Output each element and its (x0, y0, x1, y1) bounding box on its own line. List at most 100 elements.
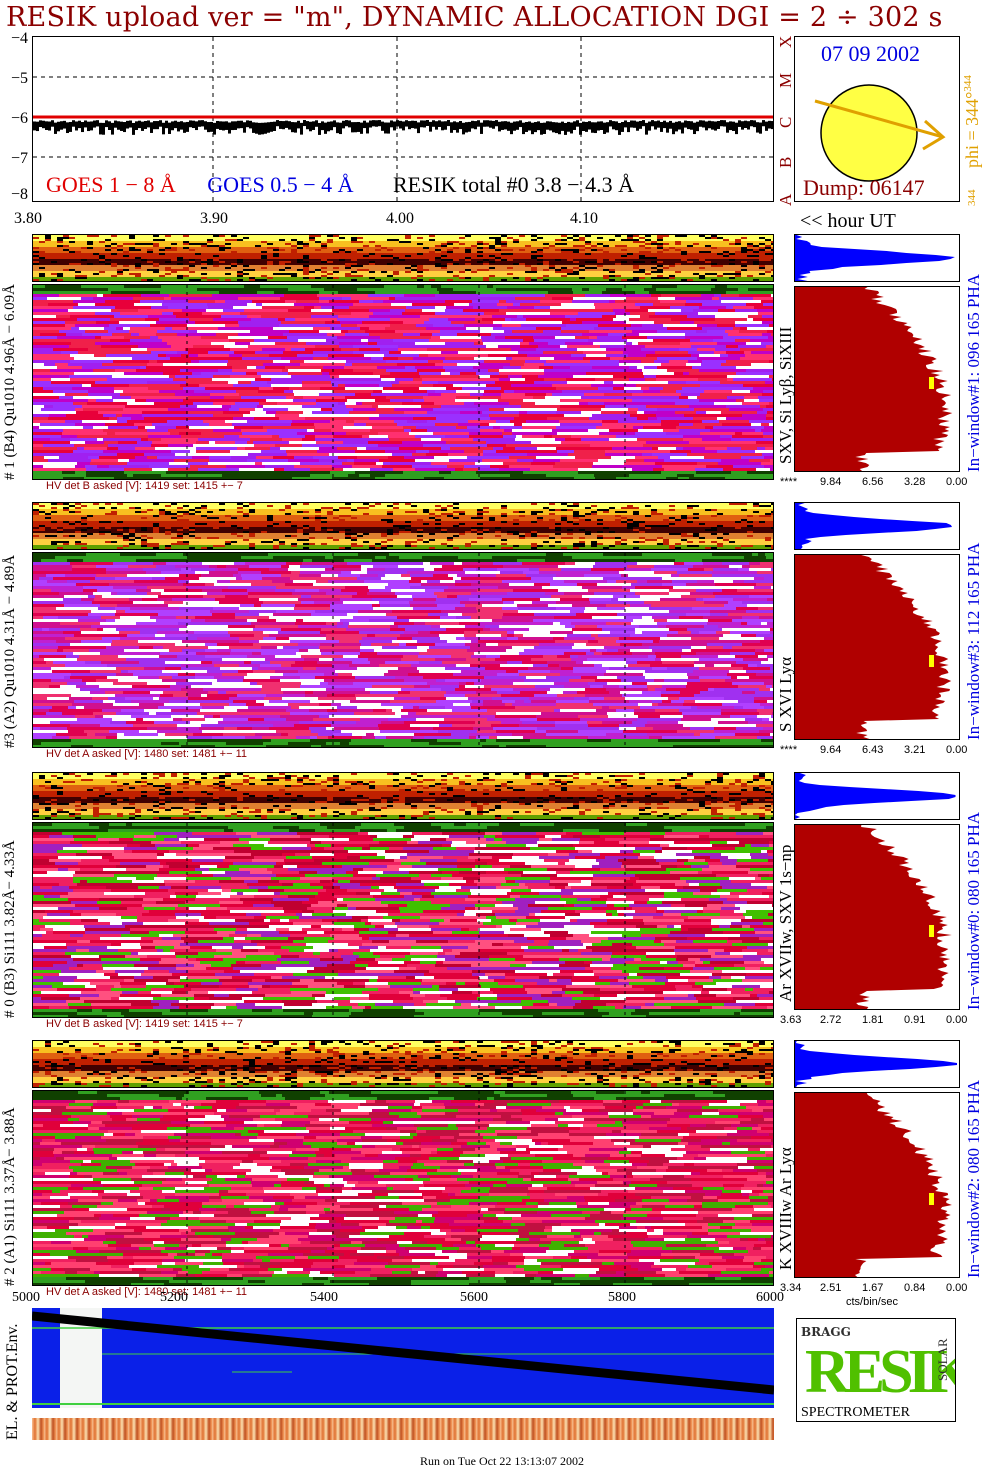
channel-line-label: K XVIIIw Ar Lyα (776, 1147, 795, 1270)
goes-class-letters: X M C B A (776, 30, 795, 210)
pha-top-histogram (795, 503, 952, 549)
channel-left-label: # 1 (B4) Qu1010 4.96Å − 6.09Å (2, 284, 18, 480)
pha-tick: 3.63 (780, 1014, 802, 1026)
footer-run-date: Run on Tue Oct 22 13:13:07 2002 (419, 1454, 584, 1468)
phi-sup: 344 (962, 75, 974, 92)
pha-histogram (795, 287, 953, 471)
class-letter: C (776, 116, 795, 128)
pha-tick: 6.56 (862, 476, 884, 488)
channel-line-label: S XVI Lyα (776, 656, 795, 732)
pha-histogram (795, 825, 952, 1009)
legend-resik: RESIK total #0 3.8 − 4.3 Å (393, 172, 634, 197)
pha-top-histogram (795, 235, 955, 281)
channel-line-label: Ar XVIIw, SXV 1s−np (776, 844, 795, 1002)
env-plot (32, 1308, 774, 1408)
pha-tick: 0.84 (904, 1282, 926, 1294)
y-tick: −7 (10, 150, 28, 167)
pha-histogram (795, 555, 952, 739)
env-panel (32, 1308, 774, 1408)
lightcurve-y-ticks: −4 −5 −6 −7 −8 (0, 30, 30, 210)
channel-left-label: # 0 (B3) Si111 3.82Å− 4.33Å (2, 840, 18, 1018)
lightcurve-plot (33, 37, 773, 201)
pha-top-histogram (795, 773, 956, 819)
logo-solar: SOLAR (935, 1338, 950, 1381)
pha-tick: **** (780, 744, 798, 756)
pha-tick: 0.00 (946, 1282, 968, 1294)
pha-tick: 1.67 (862, 1282, 884, 1294)
wavelength-tick: 3.90 (200, 210, 228, 227)
pha-tick: 2.72 (820, 1014, 842, 1026)
lightcurve-legend: GOES 1 − 8 Å GOES 0.5 − 4 Å RESIK total … (46, 172, 776, 200)
pha-tick: 3.34 (780, 1282, 802, 1294)
env-x-tick: 5000 (12, 1290, 40, 1305)
hv-status: HV det B asked [V]: 1419 set: 1415 +− 7 (46, 1018, 243, 1030)
dump-label: Dump: 06147 (803, 175, 925, 200)
spectrogram-main (33, 553, 773, 747)
sun-panel: 07 09 2002 Dump: 06147 (794, 36, 960, 202)
channel-block: #3 (A2) Qu1010 4.31Å − 4.89Å S XVI Lyα HV … (0, 502, 1004, 764)
pha-ticks: 3.63 2.72 1.81 0.91 0.00 (780, 1014, 970, 1028)
env-x-tick: 5800 (608, 1290, 636, 1305)
pha-tick: 0.00 (946, 476, 968, 488)
spectrogram-top-band (33, 773, 773, 819)
spectrogram-main (33, 1091, 773, 1285)
env-x-tick: 5400 (310, 1290, 338, 1305)
channel-block: # 2 (A1) Si111 3.37Å− 3.88Å K XVIIIw Ar L… (0, 1040, 1004, 1302)
channel-line-label: SXV, Si Lyβ, SiXIII (776, 326, 795, 464)
sun-date: 07 09 2002 (821, 41, 920, 66)
legend-goes-05-4: GOES 0.5 − 4 Å (207, 172, 354, 197)
pha-window-label: In−window#0: 080 165 PHA (964, 811, 983, 1010)
logo-resik: RESIK (805, 1338, 956, 1406)
spectrogram-main (33, 285, 773, 479)
spectrogram-top-band (33, 503, 773, 549)
env-x-tick: 5200 (160, 1290, 188, 1305)
pha-tick: 9.84 (820, 476, 842, 488)
pha-window-label: In−window#1: 096 165 PHA (964, 273, 983, 472)
lightcurve-panel (32, 36, 774, 202)
hour-ut-label: << hour UT (800, 210, 896, 232)
spectrogram-top-band (33, 1041, 773, 1087)
y-tick: −6 (10, 110, 28, 127)
pha-top-histogram (795, 1041, 957, 1087)
pha-tick: 1.81 (862, 1014, 884, 1026)
pha-histogram (795, 1093, 952, 1277)
sun-disk (820, 84, 918, 182)
pha-tick: 9.64 (820, 744, 842, 756)
phi-arrow (814, 99, 944, 139)
pha-unit: cts/bin/sec (846, 1296, 898, 1308)
pha-ticks: **** 9.84 6.56 3.28 0.00 (780, 476, 970, 490)
pha-tick: 0.91 (904, 1014, 926, 1026)
spectrogram-top-band (33, 235, 773, 281)
env-x-ticks: 5000 5200 5400 5600 5800 6000 (0, 1290, 790, 1310)
pha-tick: 0.00 (946, 744, 968, 756)
hv-status: HV det B asked [V]: 1419 set: 1415 +− 7 (46, 480, 243, 492)
y-tick: −4 (10, 30, 28, 47)
wavelength-tick: 3.80 (14, 210, 42, 227)
pha-window-label: In−window#3: 112 165 PHA (964, 542, 983, 740)
channel-left-label: #3 (A2) Qu1010 4.31Å − 4.89Å (2, 554, 18, 748)
wavelength-tick: 4.00 (386, 210, 414, 227)
phi-value: phi = 344° (962, 91, 982, 168)
pha-tick: 3.28 (904, 476, 926, 488)
y-tick: −8 (10, 186, 28, 203)
resik-logo: BRAGG RESIK SOLAR SPECTROMETER (796, 1318, 956, 1422)
env-color-strip (32, 1418, 774, 1440)
phi-low: 344 (966, 189, 978, 207)
class-letter: X (776, 35, 795, 48)
page-title: RESIK upload ver = "m", DYNAMIC ALLOCATI… (6, 2, 943, 33)
pha-tick: **** (780, 476, 798, 488)
channel-block: # 0 (B3) Si111 3.82Å− 4.33Å Ar XVIIw, SXV… (0, 772, 1004, 1034)
spectrogram-main (33, 823, 773, 1017)
wavelength-axis: 3.80 3.90 4.00 4.10 (0, 210, 790, 234)
channel-left-label: # 2 (A1) Si111 3.37Å− 3.88Å (2, 1107, 18, 1286)
hv-status: HV det A asked [V]: 1480 set: 1481 +− 11 (46, 1286, 247, 1298)
pha-tick: 0.00 (946, 1014, 968, 1026)
env-decay-line (32, 1311, 774, 1395)
pha-window-label: In−window#2: 080 165 PHA (964, 1079, 983, 1278)
class-letter: A (776, 193, 795, 206)
env-x-tick: 5600 (460, 1290, 488, 1305)
hv-status: HV det A asked [V]: 1480 set: 1481 +− 11 (46, 748, 247, 760)
pha-ticks: 3.34 2.51 1.67 0.84 0.00 (780, 1282, 970, 1296)
legend-goes-1-8: GOES 1 − 8 Å (46, 172, 176, 197)
pha-tick: 3.21 (904, 744, 926, 756)
